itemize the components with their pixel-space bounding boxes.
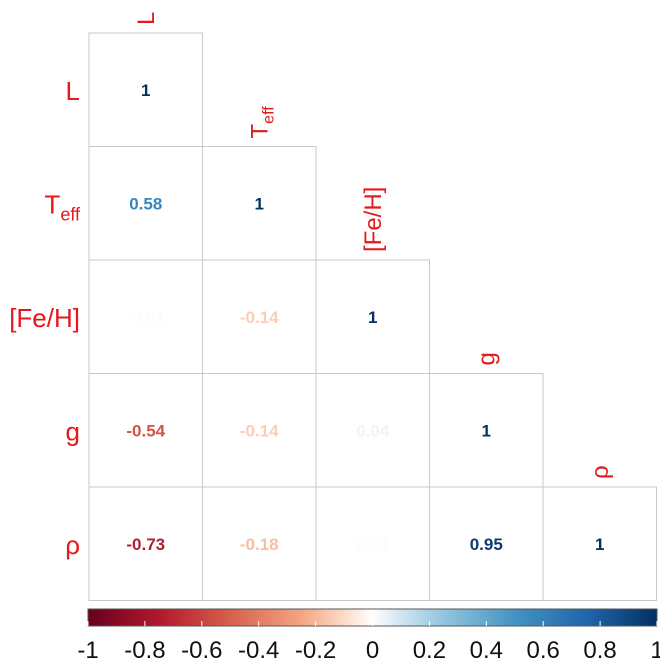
cell-value-2-1: -0.14 [240,308,279,327]
cell-2-0 [88,259,203,374]
cell-value-3-0: -0.54 [126,421,165,440]
column-labels: L Teff [Fe/H] g ρ [133,12,614,479]
row-labels: L Teff [Fe/H] g ρ [9,76,81,560]
row-label-3: g [66,416,80,446]
colorbar-tick-label-7: 0.4 [470,637,503,664]
cell-1-1 [202,146,317,261]
cell-value-1-1: 1 [255,194,264,213]
cell-4-2 [315,486,430,601]
colorbar-tick-label-1: -0.8 [124,637,165,664]
cell-1-0 [88,146,203,261]
cell-value-4-4: 1 [595,535,604,554]
colorbar-tick-label-10: 1 [650,637,660,664]
cell-2-1 [202,259,317,374]
cell-4-4 [542,486,657,601]
cell-value-4-1: -0.18 [240,535,279,554]
cell-value-4-3: 0.95 [470,535,503,554]
cell-3-1 [202,373,317,488]
cell-value-2-0: -0.01 [126,308,165,327]
cell-2-2 [315,259,430,374]
column-label-4: ρ [587,465,614,479]
column-label-1: Teff [246,106,277,139]
cell-value-4-2: 0.01 [356,535,389,554]
cell-value-3-2: 0.04 [356,421,390,440]
cell-3-3 [429,373,544,488]
colorbar-tick-label-9: 0.8 [583,637,616,664]
cell-value-1-0: 0.58 [129,194,162,213]
row-label-1: Teff [44,189,81,224]
cell-value-0-0: 1 [141,81,150,100]
colorbar-tick-label-6: 0.2 [413,637,446,664]
colorbar-tick-label-3: -0.4 [238,637,279,664]
row-label-2: [Fe/H] [9,303,80,333]
cell-value-3-1: -0.14 [240,421,279,440]
cell-0-0 [88,32,203,147]
colorbar-tick-label-8: 0.6 [527,637,560,664]
colorbar: -1 -0.8 -0.6 -0.4 -0.2 0 0.2 0.4 0.6 0.8 1 [77,608,660,664]
colorbar-tick-label-0: -1 [77,637,98,664]
colorbar-tick-label-4: -0.2 [295,637,336,664]
colorbar-tick-label-5: 0 [366,637,379,664]
colorbar-tick-label-2: -0.6 [181,637,222,664]
cell-4-3 [429,486,544,601]
cell-value-3-3: 1 [482,421,491,440]
column-label-2: [Fe/H] [360,187,387,252]
row-label-0: L [66,76,80,106]
cell-value-2-2: 1 [368,308,377,327]
cell-4-1 [202,486,317,601]
column-label-3: g [473,352,500,365]
column-label-0: L [133,12,160,25]
row-label-4: ρ [65,530,80,560]
heatmap-cells: 1 0.58 1 -0.01 -0.14 1 -0.54 -0.14 0.04 1 -0.73 -0.… [88,32,657,601]
cell-value-4-0: -0.73 [126,535,165,554]
